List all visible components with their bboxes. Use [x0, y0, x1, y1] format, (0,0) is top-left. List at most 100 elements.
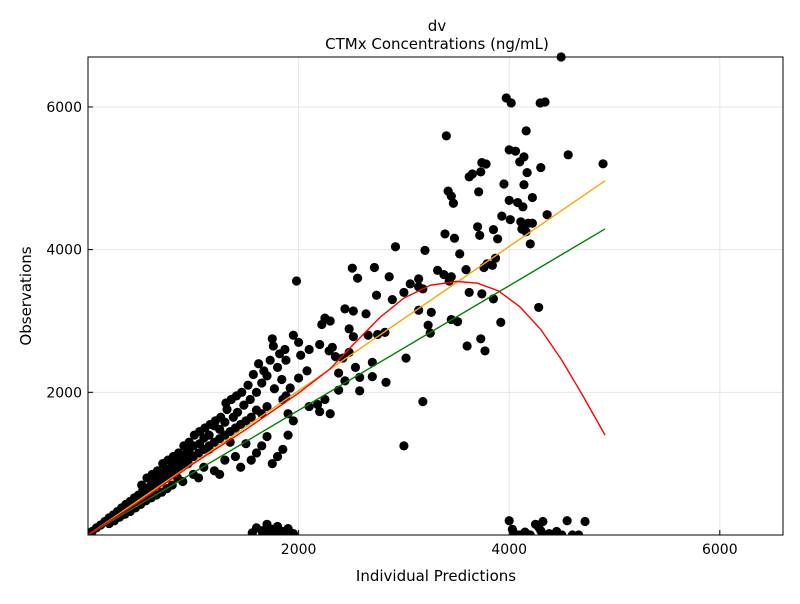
data-point [477, 289, 487, 299]
data-point [158, 459, 168, 469]
data-point [330, 352, 341, 362]
data-point [540, 97, 550, 107]
data-point [381, 377, 391, 387]
data-point [352, 273, 363, 283]
data-point [464, 287, 474, 298]
data-point [453, 317, 463, 327]
data-point [444, 276, 454, 286]
data-point [475, 230, 485, 240]
data-point [363, 330, 373, 340]
data-point [251, 387, 262, 397]
data-point [414, 274, 424, 284]
data-point [347, 263, 357, 273]
data-point [137, 480, 147, 490]
data-point [505, 215, 515, 225]
data-point [209, 466, 219, 476]
scatter-points [88, 52, 608, 535]
data-point [258, 530, 268, 535]
data-point [461, 265, 471, 275]
data-point [504, 195, 514, 205]
data-point [440, 229, 450, 239]
grid [88, 57, 783, 535]
data-point [288, 330, 298, 340]
data-point [294, 337, 304, 347]
data-point [277, 374, 287, 385]
data-point [302, 366, 312, 376]
data-point [291, 276, 302, 286]
data-point [480, 346, 490, 356]
data-point [304, 344, 314, 355]
data-point [487, 260, 497, 270]
data-point [449, 233, 460, 243]
data-point [476, 334, 486, 344]
data-point [245, 394, 255, 405]
data-point [320, 394, 330, 405]
data-point [246, 455, 256, 465]
reference-line-green [88, 228, 606, 535]
data-point [283, 430, 293, 440]
x-tick-label: 2000 [281, 542, 317, 558]
data-point [418, 396, 428, 407]
data-point [446, 191, 456, 201]
data-point [257, 441, 267, 451]
data-point [490, 253, 501, 263]
data-point [574, 530, 584, 535]
data-point [390, 242, 401, 252]
data-point [142, 473, 152, 483]
data-point [288, 416, 298, 426]
data-point [515, 157, 525, 167]
data-point [473, 222, 483, 232]
data-point [320, 313, 330, 323]
data-point [280, 344, 290, 355]
data-point [474, 187, 484, 197]
data-point [371, 290, 382, 300]
data-point [426, 307, 436, 318]
data-point [541, 530, 551, 535]
y-tick-label: 4000 [46, 243, 82, 259]
data-point [510, 146, 521, 156]
data-point [536, 162, 546, 173]
data-point [367, 372, 377, 382]
data-point [497, 211, 507, 221]
data-point [405, 279, 415, 289]
data-point [355, 386, 365, 396]
data-point [251, 448, 262, 458]
data-point [283, 409, 293, 419]
data-point [179, 441, 189, 451]
data-point [598, 159, 608, 169]
data-point [399, 441, 409, 451]
data-point [384, 272, 394, 282]
data-point [488, 225, 499, 235]
data-point [288, 528, 298, 535]
x-axis-label: Individual Predictions [356, 567, 516, 585]
data-point [340, 304, 350, 314]
data-point [315, 339, 325, 350]
data-point [334, 368, 344, 378]
data-point [285, 383, 295, 393]
data-point [251, 405, 262, 415]
data-point [259, 366, 269, 376]
smooth-line-red [88, 280, 606, 535]
data-point [189, 430, 199, 440]
data-point [340, 376, 350, 386]
data-point [236, 462, 246, 472]
data-point [247, 528, 257, 535]
data-point [294, 373, 304, 383]
data-point [312, 399, 323, 410]
data-point [257, 378, 267, 388]
data-point [304, 401, 314, 412]
data-point [262, 519, 272, 529]
data-point [268, 530, 278, 535]
data-point [348, 306, 358, 316]
data-point [230, 451, 241, 462]
data-point [269, 384, 279, 394]
data-point [315, 406, 325, 417]
data-point [387, 294, 397, 305]
data-point [499, 179, 509, 189]
data-point [338, 353, 348, 363]
data-point [476, 167, 486, 177]
data-point [296, 350, 306, 360]
data-point [534, 302, 544, 313]
data-point [220, 455, 230, 465]
